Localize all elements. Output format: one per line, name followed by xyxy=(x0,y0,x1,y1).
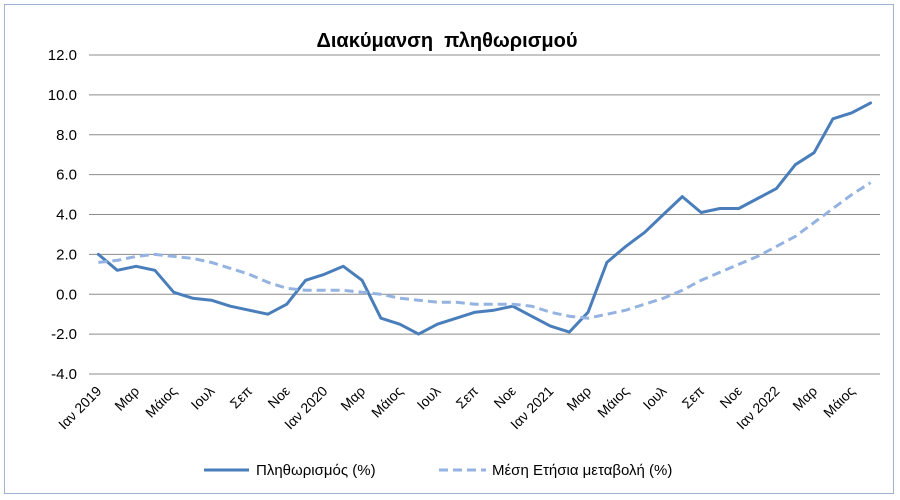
x-tick-label: Ιαν 2019 xyxy=(55,383,105,433)
x-tick-label: Μαρ xyxy=(337,383,368,414)
x-tick-label: Σεπ xyxy=(679,383,708,412)
x-tick-label: Νοε xyxy=(490,383,518,411)
y-tick-label: 4.0 xyxy=(56,207,77,224)
gridlines xyxy=(89,54,880,375)
chart-title: Διακύμανση πληθωρισμού xyxy=(316,30,577,52)
y-tick-label: 2.0 xyxy=(56,246,77,263)
x-tick-label: Σεπ xyxy=(453,383,482,412)
y-tick-label: 8.0 xyxy=(56,127,77,144)
x-tick-label: Μαρ xyxy=(563,383,594,414)
x-tick-label: Ιουλ xyxy=(414,383,444,413)
y-tick-label: -4.0 xyxy=(51,366,77,383)
y-tick-label: 10.0 xyxy=(48,87,77,104)
y-tick-label: -2.0 xyxy=(51,326,77,343)
y-axis-ticks: 12.0 10.0 8.0 6.0 4.0 2.0 0.0 -2.0 -4.0 xyxy=(48,47,77,383)
x-tick-label: Μάιος xyxy=(142,383,180,421)
x-tick-label: Μάιος xyxy=(368,383,406,421)
series-line-average xyxy=(98,181,872,320)
legend-label-inflation: Πληθωρισμός (%) xyxy=(256,462,376,479)
series-lines xyxy=(96,101,873,336)
chart-frame: Διακύμανση πληθωρισμού 12.0 10.0 8.0 6.0 4.0… xyxy=(4,4,894,494)
x-tick-label: Μαρ xyxy=(789,383,820,414)
legend-label-average: Μέση Ετήσια μεταβολή (%) xyxy=(492,462,672,479)
x-tick-label: Μαρ xyxy=(111,383,142,414)
line-chart: Διακύμανση πληθωρισμού 12.0 10.0 8.0 6.0 4.0… xyxy=(48,30,880,479)
y-tick-label: 12.0 xyxy=(48,47,77,64)
legend: Πληθωρισμός (%) Μέση Ετήσια μεταβολή (%) xyxy=(204,462,672,479)
x-tick-label: Νοε xyxy=(716,383,744,411)
x-tick-label: Νοε xyxy=(264,383,292,411)
x-tick-label: Ιουλ xyxy=(188,383,218,413)
y-tick-label: 6.0 xyxy=(56,167,77,184)
series-line-inflation xyxy=(96,101,873,336)
x-tick-label: Ιουλ xyxy=(640,383,670,413)
y-tick-label: 0.0 xyxy=(56,286,77,303)
x-tick-label: Μάιος xyxy=(820,383,858,421)
x-tick-label: Μάιος xyxy=(594,383,632,421)
x-tick-label: Σεπ xyxy=(227,383,256,412)
